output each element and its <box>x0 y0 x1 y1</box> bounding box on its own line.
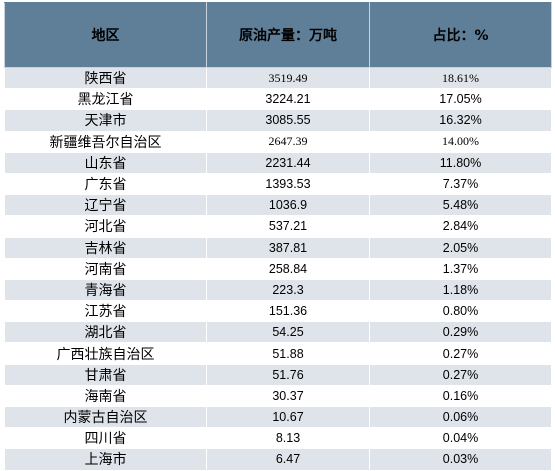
cell-output: 537.21 <box>206 215 370 238</box>
cell-region: 河南省 <box>4 257 207 280</box>
cell-region: 河北省 <box>4 215 207 238</box>
cell-region: 青海省 <box>4 278 207 302</box>
cell-region: 四川省 <box>4 427 207 450</box>
cell-region: 内蒙古自治区 <box>4 405 207 429</box>
cell-output: 10.67 <box>206 405 370 429</box>
cell-share: 0.03% <box>369 448 552 471</box>
cell-output: 51.88 <box>206 342 370 365</box>
table-row: 内蒙古自治区 10.67 0.06% <box>4 405 552 429</box>
table-row: 甘肃省 51.76 0.27% <box>4 363 552 386</box>
cell-share: 1.37% <box>369 257 552 280</box>
table-row: 广西壮族自治区 51.88 0.27% <box>4 342 552 365</box>
table-row: 陕西省 3519.49 18.61% <box>4 66 552 90</box>
cell-output: 3085.55 <box>206 109 370 132</box>
cell-share: 0.27% <box>369 342 552 365</box>
cell-region: 新疆维吾尔自治区 <box>4 130 207 153</box>
table-row: 江苏省 151.36 0.80% <box>4 300 552 323</box>
cell-share: 14.00% <box>369 130 552 153</box>
table-row: 青海省 223.3 1.18% <box>4 278 552 302</box>
cell-region: 广西壮族自治区 <box>4 342 207 365</box>
table-row: 吉林省 387.81 2.05% <box>4 236 552 259</box>
cell-region: 上海市 <box>4 448 207 471</box>
cell-share: 18.61% <box>369 66 552 90</box>
cell-output: 6.47 <box>206 448 370 471</box>
header-share: 占比：% <box>369 2 552 68</box>
cell-region: 甘肃省 <box>4 363 207 386</box>
cell-share: 2.84% <box>369 215 552 238</box>
header-output: 原油产量：万吨 <box>206 2 370 68</box>
cell-region: 海南省 <box>4 384 207 408</box>
cell-output: 54.25 <box>206 321 370 344</box>
cell-output: 51.76 <box>206 363 370 386</box>
cell-output: 8.13 <box>206 427 370 450</box>
crude-oil-output-table: 地区 原油产量：万吨 占比：% 陕西省 3519.49 18.61% 黑龙江省 3224… <box>4 2 552 471</box>
cell-region: 陕西省 <box>4 66 207 90</box>
table-row: 广东省 1393.53 7.37% <box>4 172 552 196</box>
table-header: 地区 原油产量：万吨 占比：% <box>4 2 552 68</box>
cell-region: 湖北省 <box>4 321 207 344</box>
cell-output: 2231.44 <box>206 151 370 174</box>
cell-output: 223.3 <box>206 278 370 302</box>
cell-share: 0.04% <box>369 427 552 450</box>
header-region: 地区 <box>4 2 207 68</box>
cell-region: 江苏省 <box>4 300 207 323</box>
cell-share: 0.80% <box>369 300 552 323</box>
cell-share: 11.80% <box>369 151 552 174</box>
cell-share: 0.16% <box>369 384 552 408</box>
cell-output: 3224.21 <box>206 88 370 111</box>
cell-output: 258.84 <box>206 257 370 280</box>
header-row: 地区 原油产量：万吨 占比：% <box>4 2 552 68</box>
cell-share: 0.06% <box>369 405 552 429</box>
cell-region: 吉林省 <box>4 236 207 259</box>
cell-share: 5.48% <box>369 194 552 217</box>
cell-output: 2647.39 <box>206 130 370 153</box>
table-row: 新疆维吾尔自治区 2647.39 14.00% <box>4 130 552 153</box>
cell-share: 2.05% <box>369 236 552 259</box>
cell-region: 黑龙江省 <box>4 88 207 111</box>
table-row: 上海市 6.47 0.03% <box>4 448 552 471</box>
table-row: 山东省 2231.44 11.80% <box>4 151 552 174</box>
cell-output: 387.81 <box>206 236 370 259</box>
table-row: 四川省 8.13 0.04% <box>4 427 552 450</box>
cell-output: 1036.9 <box>206 194 370 217</box>
cell-share: 0.29% <box>369 321 552 344</box>
cell-output: 1393.53 <box>206 172 370 196</box>
table-row: 湖北省 54.25 0.29% <box>4 321 552 344</box>
table-row: 海南省 30.37 0.16% <box>4 384 552 408</box>
cell-output: 151.36 <box>206 300 370 323</box>
cell-share: 7.37% <box>369 172 552 196</box>
crude-oil-table-container: 地区 原油产量：万吨 占比：% 陕西省 3519.49 18.61% 黑龙江省 3224… <box>4 2 552 471</box>
cell-region: 天津市 <box>4 109 207 132</box>
cell-share: 1.18% <box>369 278 552 302</box>
cell-output: 30.37 <box>206 384 370 408</box>
cell-region: 辽宁省 <box>4 194 207 217</box>
cell-share: 16.32% <box>369 109 552 132</box>
cell-region: 广东省 <box>4 172 207 196</box>
cell-output: 3519.49 <box>206 66 370 90</box>
table-body: 陕西省 3519.49 18.61% 黑龙江省 3224.21 17.05% 天津市 3085… <box>4 66 552 471</box>
cell-region: 山东省 <box>4 151 207 174</box>
table-row: 河南省 258.84 1.37% <box>4 257 552 280</box>
cell-share: 0.27% <box>369 363 552 386</box>
table-row: 河北省 537.21 2.84% <box>4 215 552 238</box>
table-row: 辽宁省 1036.9 5.48% <box>4 194 552 217</box>
cell-share: 17.05% <box>369 88 552 111</box>
table-row: 天津市 3085.55 16.32% <box>4 109 552 132</box>
table-row: 黑龙江省 3224.21 17.05% <box>4 88 552 111</box>
